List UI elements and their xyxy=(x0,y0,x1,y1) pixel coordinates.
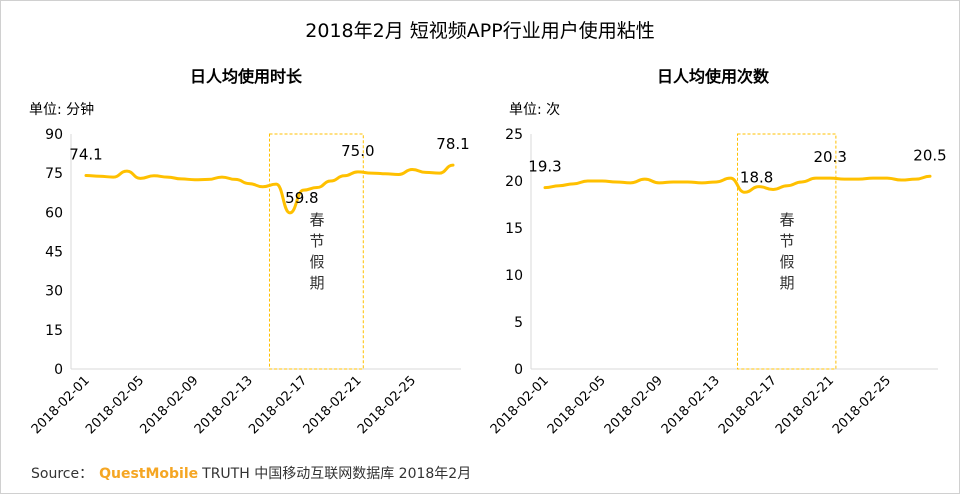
figure-title: 2018年2月 短视频APP行业用户使用粘性 xyxy=(305,20,654,42)
source-brand: QuestMobile xyxy=(99,466,198,482)
y-tick-label: 30 xyxy=(45,284,63,300)
chart-title: 日人均使用时长 xyxy=(190,67,303,86)
data-label: 20.3 xyxy=(813,148,846,166)
y-tick-label: 45 xyxy=(45,245,63,261)
series-line xyxy=(543,174,932,194)
x-tick-label: 2018-02-01 xyxy=(488,373,552,437)
x-tick-label: 2018-02-25 xyxy=(830,373,894,437)
unit-label: 单位: 次 xyxy=(509,102,560,118)
x-tick-label: 2018-02-25 xyxy=(355,373,419,437)
y-tick-label: 75 xyxy=(45,166,63,182)
y-tick-label: 0 xyxy=(54,362,63,378)
x-tick-label: 2018-02-17 xyxy=(716,373,780,437)
holiday-box xyxy=(737,133,837,370)
data-label: 18.8 xyxy=(740,168,773,186)
x-tick-label: 2018-02-13 xyxy=(659,373,723,437)
data-label: 75.0 xyxy=(341,142,374,160)
chart-title: 日人均使用次数 xyxy=(657,67,770,86)
y-tick-label: 20 xyxy=(505,174,523,190)
source-rest: TRUTH 中国移动互联网数据库 2018年2月 xyxy=(201,466,471,482)
holiday-label-left: 春节假期 xyxy=(307,212,326,296)
x-tick-label: 2018-02-09 xyxy=(602,373,666,437)
x-tick-label: 2018-02-05 xyxy=(545,373,609,437)
source-prefix: Source： xyxy=(31,466,93,482)
x-tick-label: 2018-02-21 xyxy=(773,373,837,437)
y-tick-label: 90 xyxy=(45,127,63,143)
y-tick-label: 25 xyxy=(505,127,523,143)
y-tick-label: 5 xyxy=(514,315,523,331)
source-line: Source： QuestMobile TRUTH 中国移动互联网数据库 2018年… xyxy=(31,466,471,482)
unit-label: 单位: 分钟 xyxy=(29,101,94,118)
data-label: 20.5 xyxy=(913,146,946,164)
data-label: 78.1 xyxy=(436,135,469,153)
y-tick-label: 0 xyxy=(514,362,523,378)
data-label: 74.1 xyxy=(69,146,102,164)
data-label: 19.3 xyxy=(528,158,561,176)
y-tick-label: 15 xyxy=(505,221,523,237)
series-line xyxy=(84,163,455,215)
data-label: 59.8 xyxy=(285,189,318,207)
y-tick-label: 60 xyxy=(45,205,63,221)
y-tick-label: 10 xyxy=(505,268,523,284)
holiday-label-right: 春节假期 xyxy=(777,212,796,296)
holiday-box xyxy=(269,133,364,370)
y-tick-label: 15 xyxy=(45,323,63,339)
